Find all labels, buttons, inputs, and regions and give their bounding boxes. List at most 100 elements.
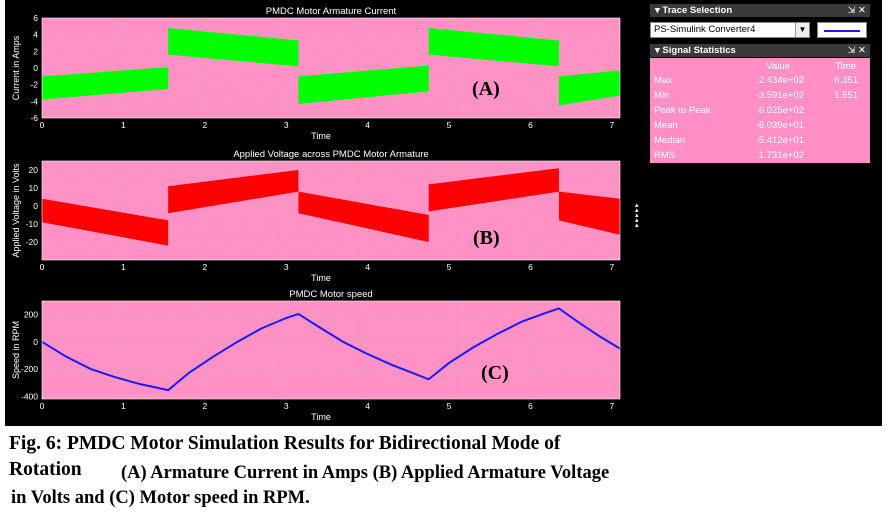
stats-row: Min -3.591e+02 1.551 [650,90,870,104]
y-tick-label: -4 [30,96,38,106]
scope-window: 0 1 2 3 4 5 6 7 -6 -4 -2 0 2 4 6 PMDC Motor Armature Cu… [5,0,882,426]
x-tick-label: 0 [40,120,45,130]
stats-row: RMS 1.731e+02 [650,150,870,164]
trace-line-swatch[interactable] [817,22,867,38]
x-axis-label: Time [311,273,331,283]
plot-title: PMDC Motor speed [289,289,372,300]
y-tick-label: 2 [33,46,38,56]
panel-menu-icon[interactable]: ▾ [655,45,663,56]
trace-line-sample [824,30,860,32]
plot-area [42,18,620,118]
y-axis-label: Applied Voltage in Volts [11,163,21,258]
y-tick-label: -20 [26,237,39,247]
x-tick-label: 5 [447,120,452,130]
stats-row: Max 2.434e+02 6.351 [650,75,870,89]
plot-frame [41,160,621,261]
stats-value: -5.412e+01 [755,135,804,146]
signal-band-segment [168,28,299,67]
trace-select-value: PS-Simulink Converter4 [654,24,756,35]
panel-close-icon[interactable]: ⇲ ✕ [847,5,866,16]
plot-area [42,301,620,399]
x-tick-label: 2 [202,401,207,411]
speed-series-line [41,307,621,392]
annotation-background [467,224,519,250]
x-tick-label: 1 [121,120,126,130]
signal-band-segment [558,70,620,106]
stats-time: 6.351 [834,75,858,86]
stats-time: 1.551 [834,90,858,101]
y-tick-label: -6 [30,113,38,123]
y-tick-label: 0 [33,201,38,211]
x-tick-label: 4 [365,120,370,130]
x-tick-label: 3 [284,262,289,272]
x-tick-label: 7 [609,262,614,272]
stats-header-row: Value Time [650,61,870,75]
y-tick-label: -2 [30,80,38,90]
y-axis-label: Current in Amps [11,35,21,100]
stats-label: RMS [654,150,676,161]
x-tick-label: 1 [121,401,126,411]
trace-selection-header: ▾ Trace Selection ⇲ ✕ [650,4,870,17]
y-tick-label: -400 [21,391,38,401]
stats-value: -6.039e+01 [755,120,804,131]
signal-band-segment [42,67,169,100]
x-tick-label: 1 [121,262,126,272]
chevron-down-icon[interactable]: ▼ [795,23,809,37]
signal-band-segment [428,168,559,212]
stats-label: Peak to Peak [654,105,711,116]
x-tick-label: 6 [528,401,533,411]
y-tick-label: 20 [29,165,39,175]
x-tick-label: 7 [609,401,614,411]
y-tick-label: 0 [33,337,38,347]
x-tick-label: 6 [528,120,533,130]
x-axis-label: Time [311,412,331,422]
x-tick-label: 3 [284,120,289,130]
y-tick-label: 10 [29,183,39,193]
x-tick-label: 2 [202,262,207,272]
y-tick-label: 200 [24,310,38,320]
trace-select-dropdown[interactable]: PS-Simulink Converter4 ▼ [650,22,810,38]
panel-menu-icon[interactable]: ▾ [655,5,663,16]
x-tick-label: 2 [202,120,207,130]
plot-annotation: (C) [481,362,509,384]
x-tick-label: 4 [365,401,370,411]
plot-frame [41,300,621,400]
panel-resize-grip[interactable]: ▴ ▴ ▴ ▴ ▴ [635,202,639,229]
stats-label: Mean [654,120,678,131]
stats-row: Median -5.412e+01 [650,135,870,149]
x-tick-label: 4 [365,262,370,272]
signal-statistics-header: ▾ Signal Statistics ⇲ ✕ [650,44,870,57]
signal-band-segment [428,28,559,67]
stats-value: 2.434e+02 [758,75,804,86]
x-tick-label: 7 [609,120,614,130]
signal-statistics-table: Value Time Max 2.434e+02 6.351 Min -3.591e+0… [650,58,870,163]
y-axis-label: Speed in RPM [11,321,21,379]
y-tick-label: 4 [33,30,38,40]
trace-selection-title: Trace Selection [662,5,733,16]
stats-col-value: Value [766,61,790,72]
stats-row: Peak to Peak 6.025e+02 [650,105,870,119]
plot-current: 0 1 2 3 4 5 6 7 -6 -4 -2 0 2 4 6 PMDC Motor Armature Cu… [11,6,621,141]
plot-title: Applied Voltage across PMDC Motor Armatu… [233,149,428,160]
x-tick-label: 3 [284,401,289,411]
stats-col-time: Time [835,61,856,72]
stats-label: Median [654,135,686,146]
x-tick-label: 6 [528,262,533,272]
x-axis-label: Time [311,131,331,141]
signal-band-segment [168,170,299,214]
stats-value: 1.731e+02 [758,150,804,161]
y-tick-label: -10 [26,219,39,229]
panel-close-icon[interactable]: ⇲ ✕ [847,45,866,56]
signal-band-segment [298,65,429,104]
stats-value: -3.591e+02 [755,90,804,101]
signal-band-segment [298,191,429,242]
x-tick-label: 5 [447,262,452,272]
y-tick-label: 6 [33,13,38,23]
signal-statistics-title: Signal Statistics [662,45,736,56]
stats-label: Min [654,90,670,101]
stats-label: Max [654,75,672,86]
y-tick-label: 0 [33,63,38,73]
plot-speed: 0 1 2 3 4 5 6 7 -400 -200 0 200 PMDC Motor speed Time… [11,289,621,422]
plot-voltage: 0 1 2 3 4 5 6 7 -20 -10 0 10 20 Applied Voltage acros… [11,149,621,283]
x-tick-label: 0 [40,262,45,272]
